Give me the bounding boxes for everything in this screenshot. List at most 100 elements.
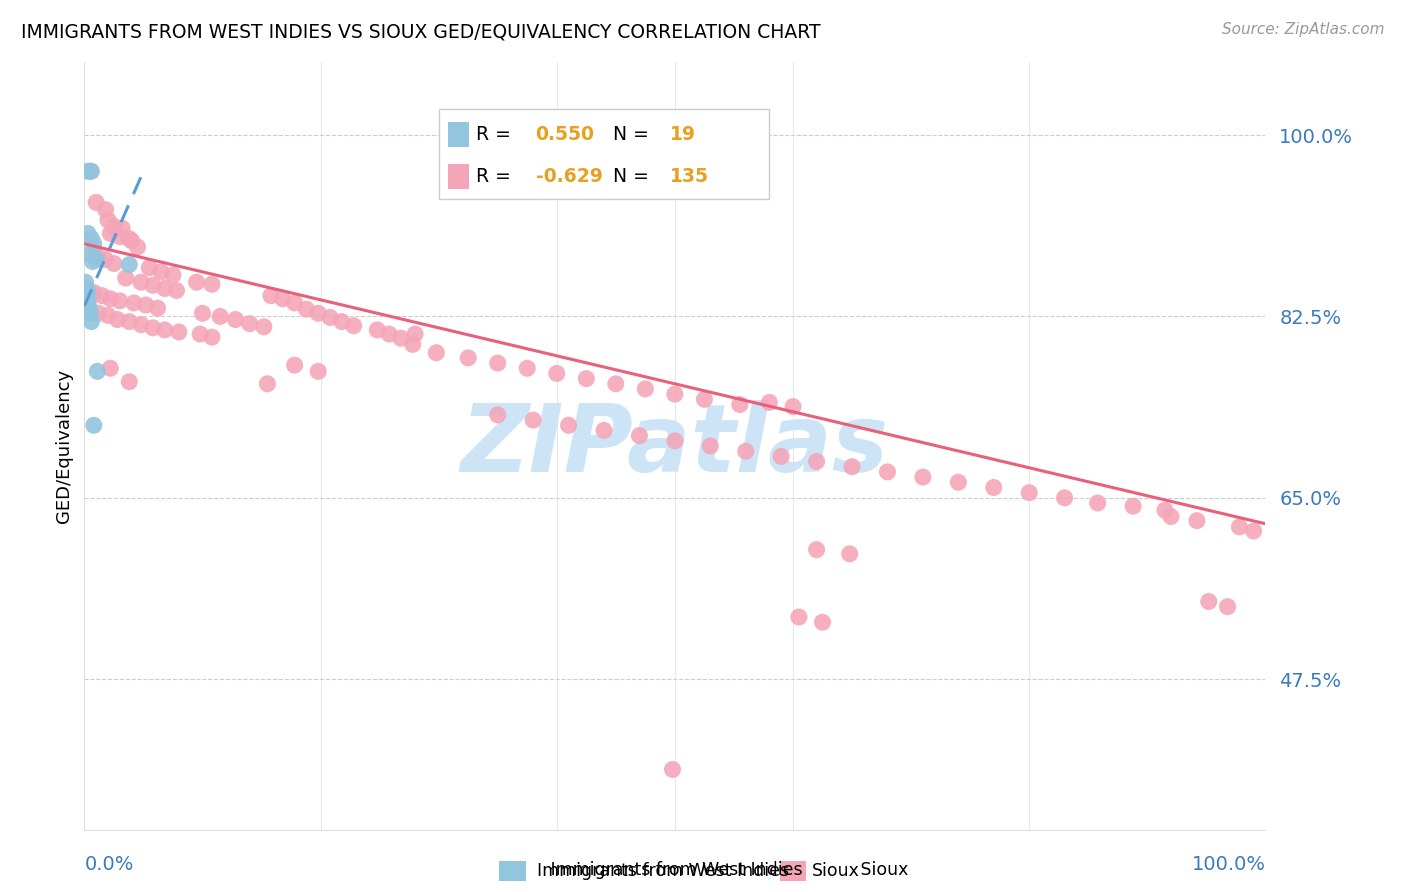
Point bbox=[841, 459, 863, 474]
Point bbox=[593, 424, 616, 438]
Point bbox=[188, 326, 211, 341]
Point bbox=[75, 275, 97, 289]
Point bbox=[1154, 503, 1177, 517]
Text: Immigrants from West Indies: Immigrants from West Indies bbox=[534, 861, 803, 879]
Point bbox=[98, 227, 121, 241]
Point bbox=[98, 361, 121, 376]
Point bbox=[664, 434, 686, 448]
Text: 100.0%: 100.0% bbox=[1191, 855, 1265, 874]
Point bbox=[605, 376, 627, 391]
Y-axis label: GED/Equivalency: GED/Equivalency bbox=[55, 369, 73, 523]
Point bbox=[806, 542, 828, 557]
Point bbox=[162, 268, 184, 282]
Point bbox=[82, 254, 104, 268]
Point bbox=[256, 376, 278, 391]
Point bbox=[86, 364, 108, 378]
Point bbox=[271, 292, 294, 306]
Point bbox=[114, 271, 136, 285]
Point bbox=[1198, 594, 1220, 608]
Point bbox=[77, 285, 100, 300]
Point bbox=[118, 232, 141, 246]
Point bbox=[699, 439, 721, 453]
Point bbox=[83, 236, 105, 251]
Text: Sioux: Sioux bbox=[844, 861, 908, 879]
Text: 135: 135 bbox=[671, 167, 709, 186]
Point bbox=[948, 475, 970, 490]
Point bbox=[260, 288, 283, 302]
Point bbox=[806, 454, 828, 468]
Point bbox=[983, 480, 1005, 494]
Point bbox=[486, 356, 509, 370]
Text: 0.0%: 0.0% bbox=[84, 855, 134, 874]
Point bbox=[787, 610, 810, 624]
Point bbox=[1160, 509, 1182, 524]
Point bbox=[111, 221, 134, 235]
Point bbox=[118, 315, 141, 329]
Point bbox=[284, 358, 307, 372]
Point bbox=[1122, 499, 1144, 513]
Point bbox=[83, 244, 105, 259]
Text: R =: R = bbox=[477, 125, 517, 144]
Text: Source: ZipAtlas.com: Source: ZipAtlas.com bbox=[1222, 22, 1385, 37]
Point bbox=[664, 387, 686, 401]
Point bbox=[728, 398, 751, 412]
Point bbox=[1087, 496, 1109, 510]
Point bbox=[1243, 524, 1265, 538]
Text: -0.629: -0.629 bbox=[536, 167, 602, 186]
Text: 19: 19 bbox=[671, 125, 696, 144]
Point bbox=[838, 547, 860, 561]
Point bbox=[225, 312, 247, 326]
Point bbox=[404, 326, 426, 341]
Point bbox=[77, 227, 100, 241]
Point bbox=[80, 232, 103, 246]
Point bbox=[146, 301, 169, 315]
Point bbox=[77, 300, 100, 314]
Point bbox=[1216, 599, 1239, 614]
Text: Immigrants from West Indies: Immigrants from West Indies bbox=[537, 862, 789, 880]
Point bbox=[135, 298, 157, 312]
Point bbox=[94, 252, 117, 267]
Point bbox=[94, 202, 117, 217]
Point bbox=[782, 400, 804, 414]
Bar bbox=[439, 109, 769, 199]
Point bbox=[107, 312, 129, 326]
Point bbox=[1018, 485, 1040, 500]
Point bbox=[516, 361, 538, 376]
Point bbox=[138, 260, 160, 275]
Point bbox=[98, 292, 121, 306]
Point bbox=[876, 465, 898, 479]
Point bbox=[77, 296, 100, 310]
Bar bbox=[499, 861, 526, 880]
Point bbox=[87, 250, 110, 264]
Point bbox=[118, 375, 141, 389]
Point bbox=[83, 285, 105, 300]
Point bbox=[661, 763, 683, 777]
Text: R =: R = bbox=[477, 167, 517, 186]
Point bbox=[142, 278, 165, 293]
Point bbox=[389, 331, 412, 345]
Point bbox=[425, 345, 447, 359]
Point bbox=[546, 367, 568, 381]
Point bbox=[129, 275, 152, 289]
Point bbox=[76, 291, 98, 305]
Point bbox=[186, 275, 208, 289]
Point bbox=[127, 240, 149, 254]
Point bbox=[486, 408, 509, 422]
Point bbox=[118, 258, 141, 272]
Point bbox=[319, 310, 342, 325]
Point bbox=[91, 288, 114, 302]
Point bbox=[97, 309, 120, 323]
Point bbox=[108, 229, 131, 244]
Point bbox=[77, 247, 100, 261]
Text: N =: N = bbox=[613, 167, 655, 186]
Point bbox=[122, 296, 145, 310]
Point bbox=[79, 164, 101, 178]
Point bbox=[191, 306, 214, 320]
Point bbox=[307, 306, 329, 320]
Text: Sioux: Sioux bbox=[811, 862, 859, 880]
Point bbox=[634, 382, 657, 396]
Point bbox=[76, 281, 98, 295]
Point bbox=[150, 265, 173, 279]
Bar bbox=[449, 164, 470, 189]
Point bbox=[1185, 514, 1208, 528]
